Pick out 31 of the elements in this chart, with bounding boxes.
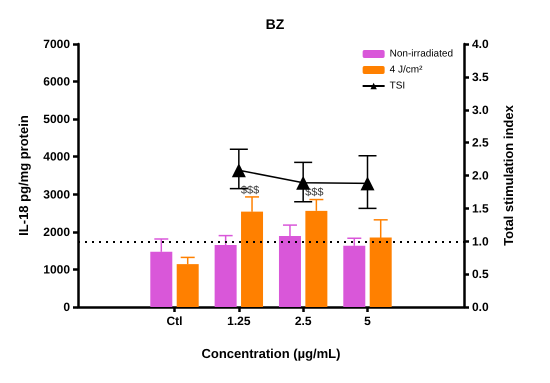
y2-axis-title: Total stimulation index <box>501 104 516 246</box>
y-axis-title: IL-18 pg/mg protein <box>16 115 31 236</box>
annotation: $$$ <box>240 184 260 197</box>
y-tick-label: 1000 <box>43 262 70 276</box>
y-tick-label: 3000 <box>43 187 70 202</box>
x-tick-label: 5 <box>364 314 372 328</box>
y2-tick-label: 1.0 <box>472 234 490 248</box>
y2-tick-label: 2.5 <box>472 136 490 150</box>
y2-tick-label: 2.0 <box>472 168 490 182</box>
point <box>232 163 246 178</box>
legend-label: TSI <box>390 80 406 92</box>
y2-tick-label: 1.5 <box>472 201 490 216</box>
x-tick-label: Ctl <box>166 314 182 328</box>
x-axis-title: Concentration (µg/mL) <box>202 346 340 361</box>
chart-title: BZ <box>266 16 285 32</box>
y2-tick-label: 0.5 <box>472 267 490 282</box>
x-tick-label: 1.25 <box>227 314 251 328</box>
legend-label: 4 J/cm² <box>390 64 424 76</box>
y2-tick-label: 0.0 <box>472 300 490 314</box>
x-tick-label: 2.5 <box>294 314 312 328</box>
y-tick-label: 2000 <box>43 224 70 239</box>
legend-label: Non-irradiated <box>390 48 454 60</box>
y-tick-label: 0 <box>63 300 70 314</box>
y2-tick-label: 3.0 <box>472 102 490 117</box>
y-tick-label: 7000 <box>43 37 70 51</box>
point <box>360 176 374 190</box>
y-tick-label: 4000 <box>43 150 70 164</box>
y-tick-label: 6000 <box>43 74 70 89</box>
y2-tick-label: 3.5 <box>472 70 490 84</box>
y-tick-label: 5000 <box>43 112 70 126</box>
y2-tick-label: 4.0 <box>472 37 490 51</box>
